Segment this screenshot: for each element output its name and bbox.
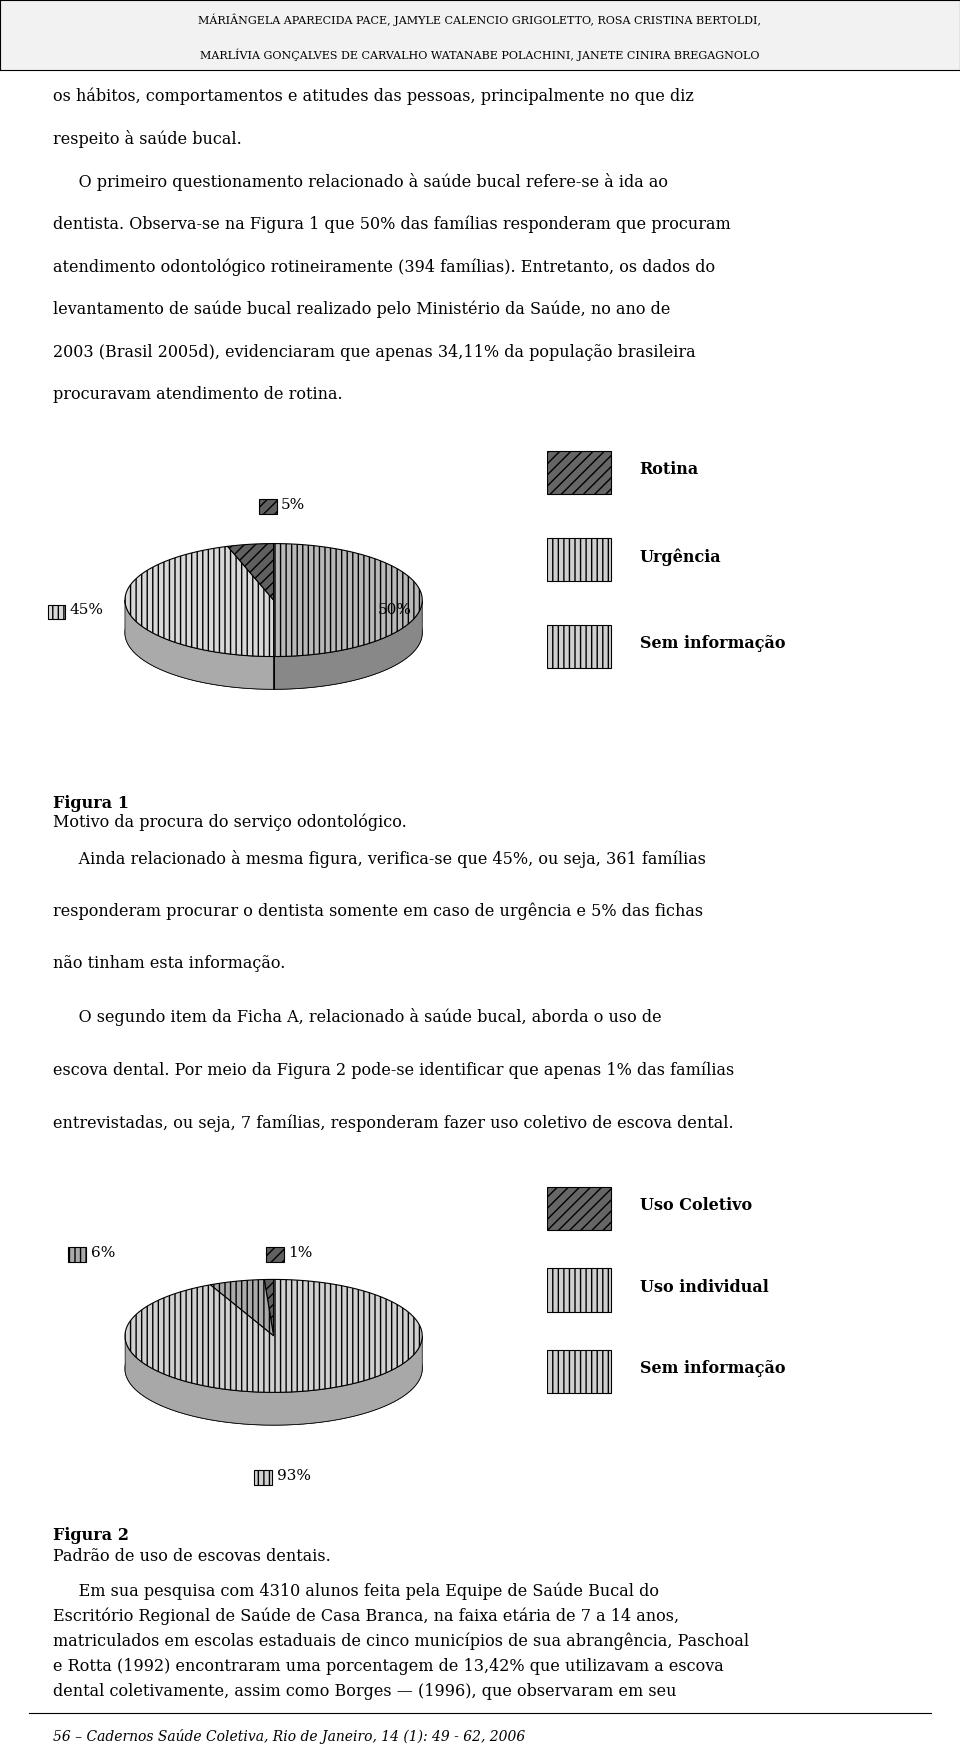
FancyBboxPatch shape — [547, 1268, 612, 1312]
Polygon shape — [210, 1279, 274, 1335]
FancyBboxPatch shape — [547, 538, 612, 582]
Text: 93%: 93% — [276, 1468, 311, 1482]
Text: Escritório Regional de Saúde de Casa Branca, na faixa etária de 7 a 14 anos,: Escritório Regional de Saúde de Casa Bra… — [53, 1607, 679, 1624]
Text: O primeiro questionamento relacionado à saúde bucal refere-se à ida ao: O primeiro questionamento relacionado à … — [53, 173, 668, 191]
Text: 6%: 6% — [91, 1246, 115, 1260]
FancyBboxPatch shape — [259, 499, 276, 513]
Text: levantamento de saúde bucal realizado pelo Ministério da Saúde, no ano de: levantamento de saúde bucal realizado pe… — [53, 301, 670, 319]
Text: Urgência: Urgência — [639, 548, 721, 566]
Text: Uso Coletivo: Uso Coletivo — [639, 1197, 752, 1214]
Text: dentista. Observa-se na Figura 1 que 50% das famílias responderam que procuram: dentista. Observa-se na Figura 1 que 50%… — [53, 215, 731, 233]
FancyBboxPatch shape — [547, 1349, 612, 1393]
FancyBboxPatch shape — [355, 604, 373, 620]
Text: Em sua pesquisa com 4310 alunos feita pela Equipe de Saúde Bucal do: Em sua pesquisa com 4310 alunos feita pe… — [53, 1582, 659, 1600]
Polygon shape — [125, 1337, 422, 1424]
FancyBboxPatch shape — [254, 1470, 272, 1484]
Text: O segundo item da Ficha A, relacionado à saúde bucal, aborda o uso de: O segundo item da Ficha A, relacionado à… — [53, 1009, 661, 1027]
Text: Figura 1: Figura 1 — [53, 795, 129, 813]
Polygon shape — [125, 1312, 422, 1424]
Text: 56 – Cadernos Saúde Coletiva, Rio de Janeiro, 14 (1): 49 - 62, 2006: 56 – Cadernos Saúde Coletiva, Rio de Jan… — [53, 1729, 525, 1745]
Polygon shape — [274, 601, 422, 689]
Text: 5%: 5% — [281, 498, 305, 512]
FancyBboxPatch shape — [547, 450, 612, 494]
Polygon shape — [264, 1279, 274, 1335]
Text: procuravam atendimento de rotina.: procuravam atendimento de rotina. — [53, 387, 343, 403]
Text: Rotina: Rotina — [639, 461, 699, 478]
Text: respeito à saúde bucal.: respeito à saúde bucal. — [53, 130, 242, 149]
Text: e Rotta (1992) encontraram uma porcentagem de 13,42% que utilizavam a escova: e Rotta (1992) encontraram uma porcentag… — [53, 1657, 724, 1675]
Text: Sem informação: Sem informação — [639, 636, 785, 652]
FancyBboxPatch shape — [48, 604, 65, 620]
Text: MARLÍVIA GONÇALVES DE CARVALHO WATANABE POLACHINI, JANETE CINIRA BREGAGNOLO: MARLÍVIA GONÇALVES DE CARVALHO WATANABE … — [201, 49, 759, 61]
Text: Padrão de uso de escovas dentais.: Padrão de uso de escovas dentais. — [53, 1547, 330, 1565]
Text: 45%: 45% — [70, 603, 104, 617]
Polygon shape — [125, 1279, 422, 1393]
Text: Sem informação: Sem informação — [639, 1360, 785, 1377]
Text: entrevistadas, ou seja, 7 famílias, responderam fazer uso coletivo de escova den: entrevistadas, ou seja, 7 famílias, resp… — [53, 1114, 733, 1132]
Polygon shape — [125, 576, 422, 689]
Text: Ainda relacionado à mesma figura, verifica-se que 45%, ou seja, 361 famílias: Ainda relacionado à mesma figura, verifi… — [53, 850, 706, 867]
Text: MÁRIÂNGELA APARECIDA PACE, JAMYLE CALENCIO GRIGOLETTO, ROSA CRISTINA BERTOLDI,: MÁRIÂNGELA APARECIDA PACE, JAMYLE CALENC… — [199, 14, 761, 26]
Text: matriculados em escolas estaduais de cinco municípios de sua abrangência, Pascho: matriculados em escolas estaduais de cin… — [53, 1633, 749, 1650]
FancyBboxPatch shape — [547, 1186, 612, 1230]
FancyBboxPatch shape — [68, 1247, 86, 1261]
Text: 1%: 1% — [288, 1246, 313, 1260]
Text: 50%: 50% — [377, 603, 412, 617]
Text: responderam procurar o dentista somente em caso de urgência e 5% das fichas: responderam procurar o dentista somente … — [53, 902, 703, 920]
Polygon shape — [125, 601, 274, 689]
Text: Uso individual: Uso individual — [639, 1279, 768, 1296]
Polygon shape — [125, 547, 274, 657]
FancyBboxPatch shape — [266, 1247, 284, 1261]
Text: Figura 2: Figura 2 — [53, 1526, 129, 1544]
Text: escova dental. Por meio da Figura 2 pode-se identificar que apenas 1% das famíli: escova dental. Por meio da Figura 2 pode… — [53, 1062, 734, 1079]
Polygon shape — [274, 543, 422, 657]
Text: 2003 (Brasil 2005d), evidenciaram que apenas 34,11% da população brasileira: 2003 (Brasil 2005d), evidenciaram que ap… — [53, 343, 695, 361]
Text: os hábitos, comportamentos e atitudes das pessoas, principalmente no que diz: os hábitos, comportamentos e atitudes da… — [53, 88, 694, 105]
FancyBboxPatch shape — [547, 625, 612, 668]
Text: atendimento odontológico rotineiramente (394 famílias). Entretanto, os dados do: atendimento odontológico rotineiramente … — [53, 258, 715, 275]
Text: não tinham esta informação.: não tinham esta informação. — [53, 955, 285, 972]
Text: dental coletivamente, assim como Borges — (1996), que observaram em seu: dental coletivamente, assim como Borges … — [53, 1682, 676, 1699]
Polygon shape — [228, 543, 274, 599]
Text: Motivo da procura do serviço odontológico.: Motivo da procura do serviço odontológic… — [53, 813, 406, 830]
